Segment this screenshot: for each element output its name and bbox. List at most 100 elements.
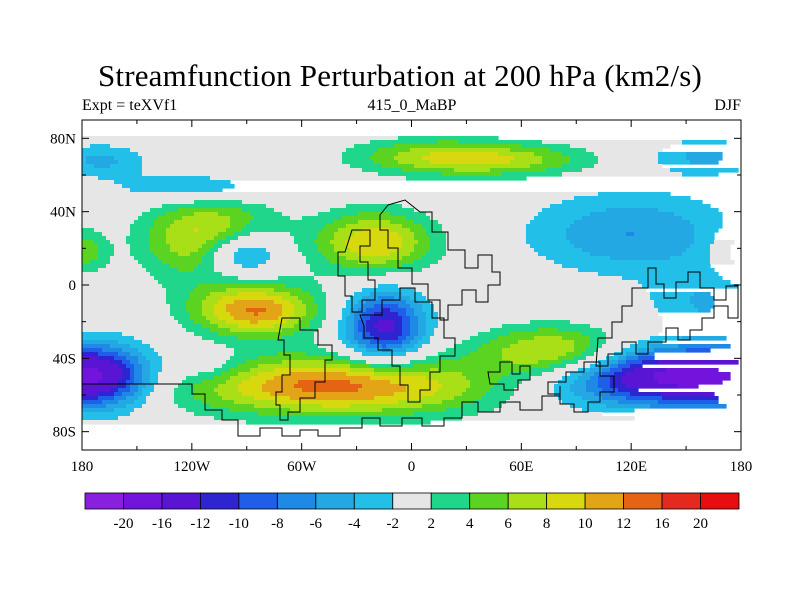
field-cell <box>82 324 183 329</box>
field-cell <box>510 360 539 365</box>
field-cell <box>654 372 731 377</box>
field-cell <box>110 240 127 245</box>
field-cell <box>230 220 251 225</box>
axis-ticks: 180 120W 60W 0 60E 120E 180 80N 40N 0 40S 80S <box>50 120 752 475</box>
field-cell <box>562 264 711 269</box>
field-cell <box>438 324 503 329</box>
field-cell <box>410 360 439 365</box>
field-cell <box>274 208 331 213</box>
field-cell <box>318 304 327 309</box>
field-cell <box>130 372 135 377</box>
field-cell <box>322 404 351 409</box>
field-cell <box>214 388 239 393</box>
field-cell <box>146 356 163 361</box>
field-cell <box>442 228 527 233</box>
field-cell <box>350 356 427 361</box>
field-cell <box>82 268 99 273</box>
colorbar-swatch <box>392 492 432 510</box>
field-cell <box>470 384 495 389</box>
field-cell <box>150 240 167 245</box>
field-cell <box>130 388 139 393</box>
field-cell <box>650 404 727 409</box>
field-cell <box>394 144 523 149</box>
field-cell <box>354 144 395 149</box>
field-cell <box>166 296 191 301</box>
field-cell <box>294 332 315 337</box>
field-cell <box>550 148 587 153</box>
field-cell <box>510 344 575 349</box>
field-cell <box>358 260 387 265</box>
field-cell <box>650 292 695 297</box>
field-cell <box>430 248 447 253</box>
field-cell <box>602 344 631 349</box>
field-cell <box>234 260 267 265</box>
field-cell <box>246 308 267 313</box>
field-cell <box>270 392 395 397</box>
field-cell <box>570 160 599 165</box>
field-cell <box>678 344 731 349</box>
field-cell <box>410 228 427 233</box>
field-cell <box>350 164 383 169</box>
field-cell <box>182 216 231 221</box>
field-cell <box>418 340 431 345</box>
field-cell <box>318 308 327 313</box>
field-cell <box>282 312 295 317</box>
field-cell <box>410 324 419 329</box>
field-cell <box>530 368 555 373</box>
field-cell <box>682 336 727 341</box>
field-cell <box>290 232 319 237</box>
field-cell <box>570 240 695 245</box>
field-cell <box>366 300 407 305</box>
field-cell <box>358 252 391 257</box>
field-cell <box>202 244 215 249</box>
field-cell <box>502 404 571 409</box>
field-cell <box>122 332 195 337</box>
field-cell <box>662 392 715 397</box>
colorbar-label: 6 <box>504 516 512 532</box>
field-cell <box>486 392 515 397</box>
field-cell <box>150 364 163 369</box>
field-cell <box>134 408 187 413</box>
field-cell <box>118 380 127 385</box>
field-cell <box>306 256 327 261</box>
field-cell <box>586 380 599 385</box>
field-cell <box>570 224 695 229</box>
field-cell <box>366 308 383 313</box>
field-cell <box>710 260 735 265</box>
field-cell <box>150 236 167 241</box>
field-cell <box>406 216 431 221</box>
field-cell <box>142 352 159 357</box>
field-cell <box>422 256 443 261</box>
field-cell <box>230 312 255 317</box>
colorbar-label: -10 <box>229 516 249 532</box>
field-cell <box>374 396 423 401</box>
field-cell <box>414 232 427 237</box>
field-cell <box>118 364 127 369</box>
field-cell <box>406 312 415 317</box>
field-cell <box>466 376 503 381</box>
field-cell <box>82 216 139 221</box>
field-cell <box>166 292 191 297</box>
field-cell <box>346 328 355 333</box>
field-cell <box>378 172 443 177</box>
field-cell <box>86 156 115 161</box>
field-cell <box>202 324 219 329</box>
colorbar-label: 12 <box>616 516 631 532</box>
field-cell <box>514 392 555 397</box>
field-cell <box>234 352 279 357</box>
field-cell <box>338 324 347 329</box>
field-cell <box>518 384 555 389</box>
colorbar-swatch <box>507 492 548 510</box>
field-cell <box>362 304 375 309</box>
field-cell <box>502 348 575 353</box>
field-cell <box>574 244 691 249</box>
field-cell <box>186 300 203 305</box>
field-cell <box>326 256 347 261</box>
field-cell <box>126 356 139 361</box>
field-cell <box>498 336 535 341</box>
field-cell <box>98 244 115 249</box>
field-cell <box>298 248 319 253</box>
field-cell <box>230 368 251 373</box>
field-cell <box>82 344 111 349</box>
field-cell <box>590 252 683 257</box>
